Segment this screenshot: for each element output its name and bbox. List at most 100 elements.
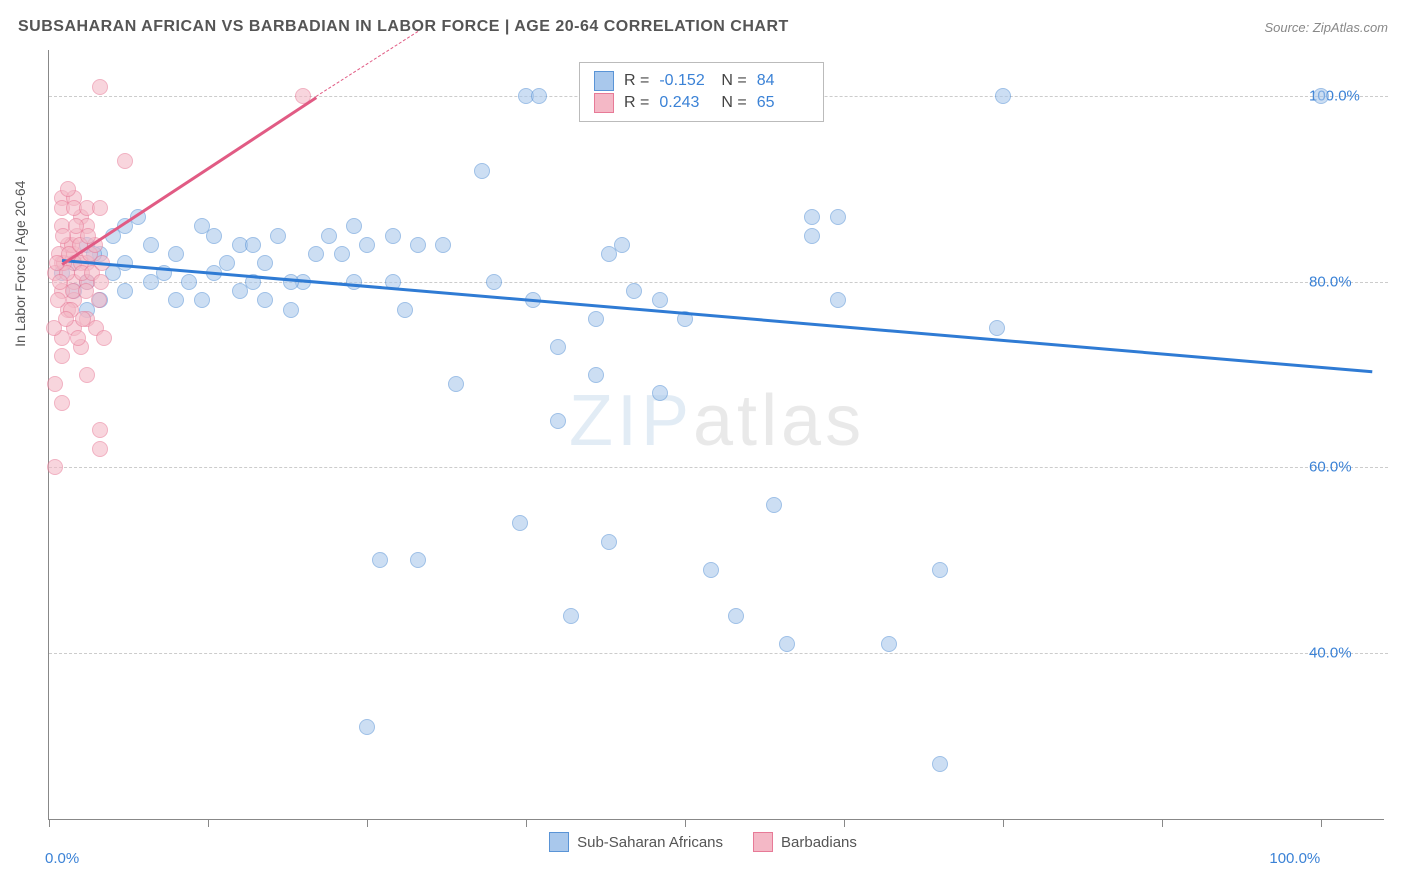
data-point-ssa — [703, 562, 719, 578]
data-point-ssa — [372, 552, 388, 568]
data-point-ssa — [486, 274, 502, 290]
scatter-plot: ZIPatlas 40.0%60.0%80.0%100.0%0.0%100.0%… — [48, 50, 1384, 820]
data-point-barb — [54, 348, 70, 364]
data-point-ssa — [194, 292, 210, 308]
data-point-ssa — [257, 255, 273, 271]
x-tick — [49, 819, 50, 827]
data-point-ssa — [334, 246, 350, 262]
trendline-ssa — [62, 259, 1373, 373]
stats-row: R =0.243N =65 — [594, 93, 809, 113]
stats-row: R =-0.152N =84 — [594, 71, 809, 91]
data-point-ssa — [995, 88, 1011, 104]
x-tick — [1321, 819, 1322, 827]
data-point-ssa — [117, 283, 133, 299]
watermark-part1: ZIP — [569, 381, 693, 461]
data-point-ssa — [881, 636, 897, 652]
title-bar: SUBSAHARAN AFRICAN VS BARBADIAN IN LABOR… — [18, 18, 1388, 36]
x-tick-label: 100.0% — [1269, 850, 1320, 867]
data-point-ssa — [181, 274, 197, 290]
data-point-ssa — [474, 163, 490, 179]
data-point-ssa — [601, 246, 617, 262]
data-point-ssa — [512, 515, 528, 531]
gridline — [49, 653, 1388, 654]
data-point-ssa — [588, 367, 604, 383]
data-point-ssa — [257, 292, 273, 308]
legend-swatch — [594, 93, 614, 113]
data-point-ssa — [206, 228, 222, 244]
legend-swatch — [753, 832, 773, 852]
x-tick — [1003, 819, 1004, 827]
gridline — [49, 467, 1388, 468]
data-point-barb — [70, 330, 86, 346]
data-point-ssa — [283, 274, 299, 290]
data-point-ssa — [830, 209, 846, 225]
data-point-ssa — [989, 320, 1005, 336]
data-point-barb — [46, 320, 62, 336]
data-point-ssa — [550, 413, 566, 429]
y-tick-label: 40.0% — [1309, 645, 1352, 662]
x-tick — [367, 819, 368, 827]
data-point-ssa — [652, 385, 668, 401]
data-point-ssa — [143, 237, 159, 253]
data-point-ssa — [588, 311, 604, 327]
data-point-barb — [93, 274, 109, 290]
legend-item: Barbadians — [753, 832, 857, 852]
x-tick-label: 0.0% — [45, 850, 79, 867]
data-point-ssa — [397, 302, 413, 318]
data-point-ssa — [385, 228, 401, 244]
data-point-ssa — [804, 228, 820, 244]
data-point-barb — [79, 367, 95, 383]
data-point-ssa — [410, 237, 426, 253]
r-label: R = — [624, 94, 649, 112]
data-point-barb — [91, 292, 107, 308]
y-tick-label: 60.0% — [1309, 459, 1352, 476]
r-value: 0.243 — [659, 94, 711, 112]
x-tick — [208, 819, 209, 827]
stats-box: R =-0.152N =84R =0.243N =65 — [579, 62, 824, 122]
data-point-ssa — [435, 237, 451, 253]
source-label: Source: ZipAtlas.com — [1264, 20, 1388, 35]
data-point-ssa — [932, 562, 948, 578]
x-tick — [685, 819, 686, 827]
y-tick-label: 80.0% — [1309, 273, 1352, 290]
data-point-ssa — [346, 274, 362, 290]
n-label: N = — [721, 72, 746, 90]
data-point-ssa — [932, 756, 948, 772]
bottom-legend: Sub-Saharan Africans Barbadians — [0, 832, 1406, 852]
legend-label: Barbadians — [781, 834, 857, 851]
x-tick — [844, 819, 845, 827]
data-point-barb — [47, 459, 63, 475]
data-point-ssa — [308, 246, 324, 262]
data-point-ssa — [245, 237, 261, 253]
data-point-ssa — [359, 237, 375, 253]
watermark: ZIPatlas — [569, 380, 865, 462]
data-point-ssa — [359, 719, 375, 735]
x-tick — [526, 819, 527, 827]
data-point-barb — [47, 376, 63, 392]
legend-swatch — [549, 832, 569, 852]
legend-item: Sub-Saharan Africans — [549, 832, 723, 852]
data-point-ssa — [346, 218, 362, 234]
data-point-ssa — [830, 292, 846, 308]
data-point-ssa — [728, 608, 744, 624]
data-point-ssa — [410, 552, 426, 568]
data-point-ssa — [779, 636, 795, 652]
legend-swatch — [594, 71, 614, 91]
x-tick — [1162, 819, 1163, 827]
chart-area: ZIPatlas 40.0%60.0%80.0%100.0%0.0%100.0%… — [48, 50, 1384, 820]
n-value: 84 — [757, 72, 809, 90]
data-point-barb — [54, 395, 70, 411]
chart-title: SUBSAHARAN AFRICAN VS BARBADIAN IN LABOR… — [18, 18, 789, 36]
legend-label: Sub-Saharan Africans — [577, 834, 723, 851]
data-point-ssa — [766, 497, 782, 513]
data-point-ssa — [626, 283, 642, 299]
data-point-ssa — [804, 209, 820, 225]
r-label: R = — [624, 72, 649, 90]
data-point-ssa — [1313, 88, 1329, 104]
data-point-barb — [92, 422, 108, 438]
data-point-ssa — [652, 292, 668, 308]
data-point-barb — [60, 181, 76, 197]
data-point-ssa — [168, 292, 184, 308]
n-value: 65 — [757, 94, 809, 112]
data-point-barb — [92, 79, 108, 95]
